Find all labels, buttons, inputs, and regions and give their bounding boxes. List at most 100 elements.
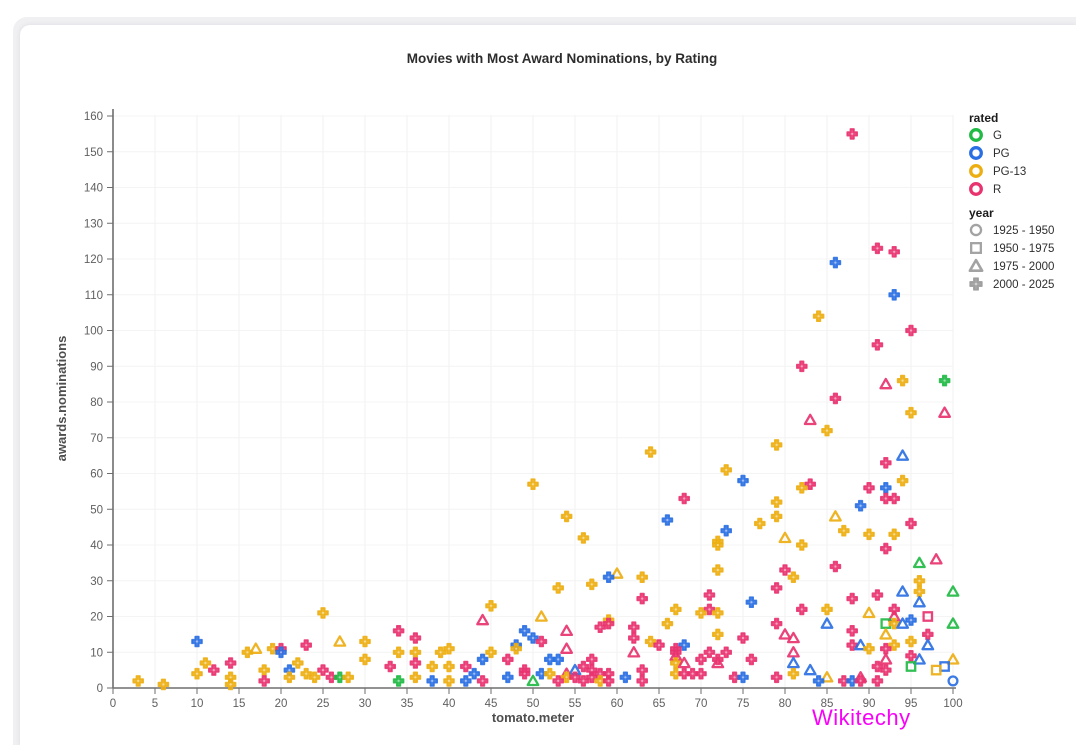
y-tick-label: 10 [90,647,103,659]
y-tick-label: 150 [84,147,103,159]
scatter-point [879,481,892,494]
scatter-point [560,510,573,523]
legend-year-swatch [968,258,984,273]
scatter-point [703,603,716,616]
scatter-point [820,617,834,629]
scatter-point [888,246,901,258]
legend-year-label: 1950 - 1975 [993,243,1054,255]
scatter-point [191,667,203,680]
y-axis-title: awards.nominations [54,336,69,462]
y-tick-label: 110 [85,290,103,302]
scatter-point [602,675,615,687]
y-tick-label: 40 [90,540,103,552]
scatter-point [846,592,859,605]
scatter-point [485,646,497,659]
scatter-point [552,675,565,687]
scatter-point [552,582,565,594]
x-tick-label: 65 [653,698,666,710]
scatter-point [888,639,901,651]
scatter-point [745,653,758,666]
scatter-point [359,653,371,666]
scatter-point [627,621,640,634]
y-tick-label: 90 [90,361,103,373]
scatter-point [829,560,842,573]
scatter-point [913,574,926,587]
scatter-point [854,499,867,512]
scatter-point [912,595,926,608]
scatter-point [905,406,917,419]
scatter-point [938,406,952,418]
scatter-point [695,653,707,666]
scatter-point [392,646,405,659]
x-tick-label: 25 [317,698,330,710]
scatter-point [829,392,842,405]
scatter-point [644,635,657,648]
scatter-point [905,614,917,626]
x-tick-label: 95 [905,698,918,710]
scatter-point [619,671,632,684]
scatter-point [737,632,749,644]
scatter-point [677,656,691,669]
scatter-point [661,617,674,630]
scatter-point [275,646,287,659]
scatter-point [905,635,917,648]
scatter-point [409,646,422,659]
chart-card: 0 5 10 15 20 25 30 35 40 45 50 55 60 65 70 75 80 85 90 95 10… [20,25,1076,745]
y-tick-label: 70 [90,433,103,445]
axes: 0 5 10 15 20 25 30 35 40 45 50 55 60 65 70 75 80 85 90 95 10… [84,109,963,710]
scatter-point [686,667,699,680]
scatter-point [888,288,901,301]
scatter-point [535,635,548,648]
x-tick-label: 60 [611,698,624,710]
scatter-point [577,660,590,673]
scatter-point [560,671,573,684]
scatter-point [610,567,624,579]
scatter-point [778,531,792,544]
scatter-point [443,642,455,655]
scatter-point [678,492,691,505]
x-tick-label: 100 [943,698,962,710]
scatter-point [854,638,868,651]
x-tick-label: 70 [695,698,708,710]
scatter-point [946,617,960,629]
watermark: Wikitechy [812,705,911,730]
scatter-point [863,481,875,494]
scatter-point [786,631,800,644]
scatter-point [896,585,910,597]
scatter-point [812,675,825,687]
scatter-point [560,624,574,637]
x-tick-label: 40 [443,698,456,710]
scatter-point [770,617,783,630]
scatter-point [711,539,724,551]
scatter-point [947,675,959,687]
scatter-point [803,663,817,676]
scatter-point [308,671,321,684]
scatter-point [871,242,884,255]
legend-year-swatch [969,223,983,237]
scatter-point [888,492,901,505]
scatter-point [543,667,556,680]
y-tick-label: 50 [90,504,103,516]
scatter-point [669,603,682,616]
scatter-points [132,128,960,691]
scatter-point [501,653,514,666]
scatter-point [476,613,490,626]
scatter-point [224,657,237,669]
scatter-point [879,492,892,505]
scatter-point [300,639,313,651]
scatter-point [921,628,934,641]
scatter-point [778,628,792,640]
scatter-point [921,638,935,651]
scatter-point [653,639,665,651]
legend-year-title: year [969,206,994,220]
legend-rated-title: rated [969,111,998,125]
x-tick-label: 10 [191,698,204,710]
scatter-point [594,675,607,687]
scatter-point [787,667,800,680]
scatter-point [695,607,707,619]
scatter-point [300,667,313,680]
scatter-point [266,642,279,655]
scatter-point [409,671,422,684]
